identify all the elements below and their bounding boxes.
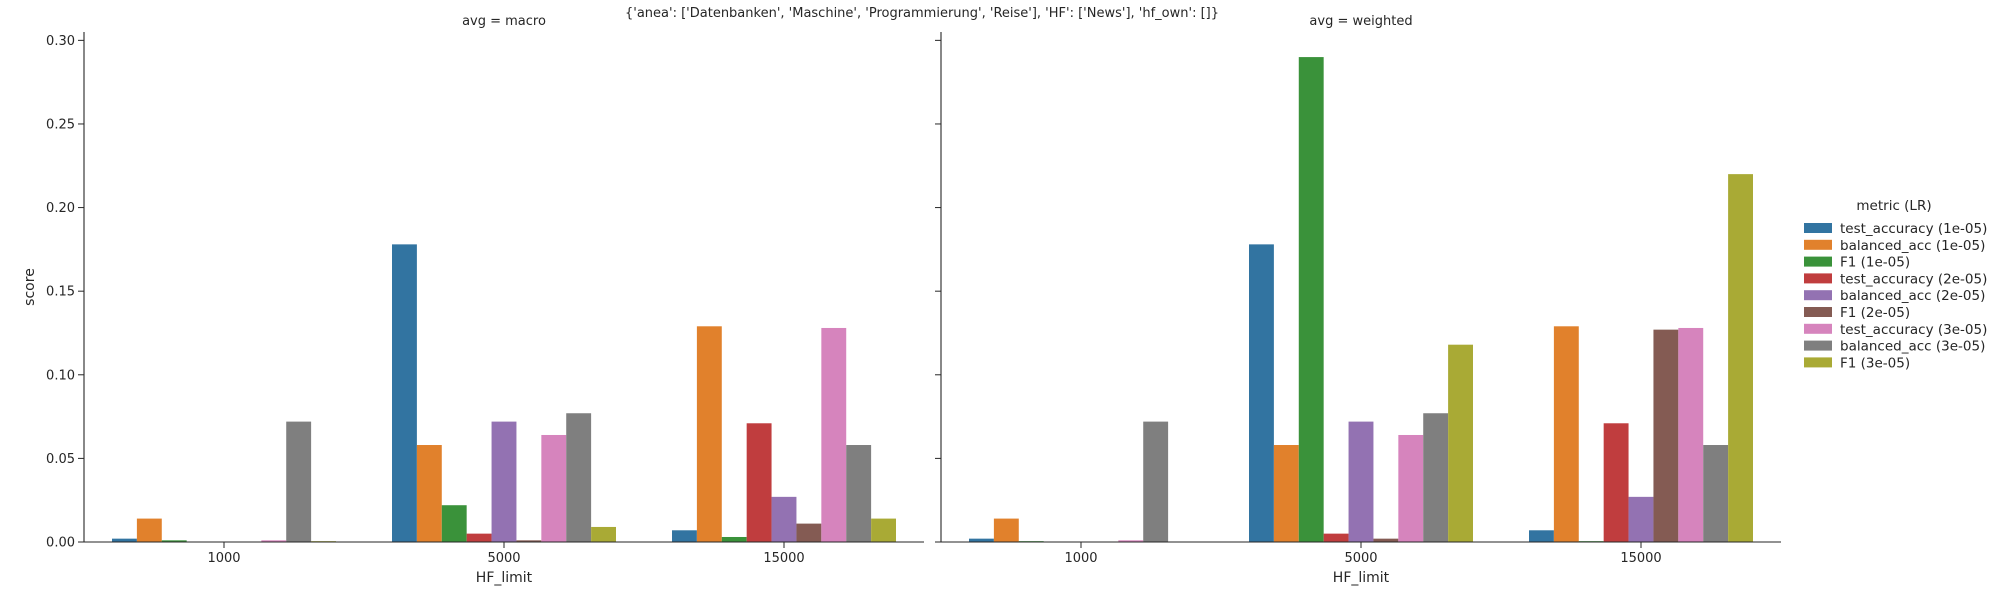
legend-swatch: [1804, 256, 1832, 267]
legend-label: F1 (1e-05): [1840, 255, 1910, 271]
bar: [1653, 329, 1679, 542]
x-tick-label: 15000: [1620, 551, 1661, 566]
bar: [136, 518, 162, 542]
y-tick-label: 0.00: [46, 536, 75, 551]
bar: [1448, 344, 1473, 542]
bar: [746, 423, 772, 542]
y-tick-label: 0.05: [46, 452, 75, 467]
x-tick-label: 1000: [207, 551, 240, 566]
legend-swatch: [1804, 273, 1832, 284]
y-axis-label: score: [22, 268, 38, 306]
bar: [846, 445, 872, 542]
bar: [1273, 445, 1299, 542]
bar: [1348, 421, 1374, 542]
bar: [1323, 533, 1349, 542]
chart-panels: avg = macro 0.00 0.05 0.10 0.15 0.20 0.25 0.30 1…: [22, 14, 1781, 586]
bar: [516, 540, 542, 542]
bar: [441, 505, 467, 542]
legend-swatch: [1804, 239, 1832, 250]
bar: [112, 538, 137, 542]
bar: [491, 421, 517, 542]
bar: [1553, 326, 1579, 542]
y-tick-label: 0.25: [46, 117, 75, 132]
bar: [466, 533, 492, 542]
legend-label: F1 (2e-05): [1840, 305, 1910, 321]
legend-label: test_accuracy (2e-05): [1840, 271, 1987, 287]
x-axis-label: HF_limit: [476, 570, 533, 586]
bar: [591, 526, 616, 542]
bar: [1703, 445, 1729, 542]
bar: [161, 540, 187, 542]
legend-label: test_accuracy (1e-05): [1840, 221, 1987, 237]
bar: [796, 523, 822, 542]
bar: [1678, 327, 1704, 542]
panel-title: avg = weighted: [1309, 14, 1412, 29]
bar: [286, 421, 312, 542]
chart-suptitle: {'anea': ['Datenbanken', 'Maschine', 'Pr…: [625, 6, 1219, 21]
bar: [969, 538, 994, 542]
y-tick-label: 0.30: [46, 34, 75, 49]
bar: [1529, 530, 1554, 542]
panel-macro: avg = macro 0.00 0.05 0.10 0.15 0.20 0.25 0.30 1…: [22, 14, 924, 586]
bar: [821, 327, 847, 542]
legend-label: test_accuracy (3e-05): [1840, 322, 1987, 338]
bar: [721, 536, 747, 542]
bar: [1398, 434, 1424, 542]
panel-title: avg = macro: [462, 14, 546, 29]
bar: [416, 445, 442, 542]
bar: [1249, 244, 1274, 542]
bar: [993, 518, 1019, 542]
panel-weighted: avg = weighted 1000 5000 15000 HF_limit: [935, 14, 1781, 586]
x-tick-label: 15000: [763, 551, 804, 566]
bar: [696, 326, 722, 542]
legend-swatch: [1804, 290, 1832, 301]
legend-label: balanced_acc (3e-05): [1840, 339, 1985, 355]
bar: [1118, 540, 1144, 542]
bar: [392, 244, 417, 542]
bar: [1298, 57, 1324, 542]
bar: [1143, 421, 1169, 542]
bar: [566, 413, 592, 542]
bar: [871, 518, 896, 542]
legend-label: balanced_acc (1e-05): [1840, 238, 1985, 254]
legend-swatch: [1804, 307, 1832, 317]
legend-title: metric (LR): [1856, 198, 1931, 214]
bar: [1628, 496, 1654, 542]
bar: [1373, 538, 1399, 542]
bar: [1423, 413, 1449, 542]
bar: [541, 434, 567, 542]
bar: [1728, 174, 1753, 542]
bar: [261, 540, 287, 542]
x-axis-label: HF_limit: [1333, 570, 1390, 586]
legend-swatch: [1804, 340, 1832, 351]
x-tick-label: 1000: [1064, 551, 1097, 566]
legend-swatch: [1804, 357, 1832, 368]
bar: [1603, 423, 1629, 542]
bar: [771, 496, 797, 542]
x-tick-label: 5000: [487, 551, 520, 566]
legend-swatch: [1804, 323, 1832, 334]
y-tick-label: 0.15: [46, 285, 75, 300]
legend-label: balanced_acc (2e-05): [1840, 288, 1985, 304]
y-tick-label: 0.10: [46, 368, 75, 383]
x-tick-label: 5000: [1344, 551, 1377, 566]
y-tick-label: 0.20: [46, 201, 75, 216]
chart-legend: metric (LR)test_accuracy (1e-05)balanced…: [1804, 198, 1987, 371]
legend-label: F1 (3e-05): [1840, 355, 1910, 371]
legend-swatch: [1804, 223, 1832, 233]
bar: [672, 530, 697, 542]
